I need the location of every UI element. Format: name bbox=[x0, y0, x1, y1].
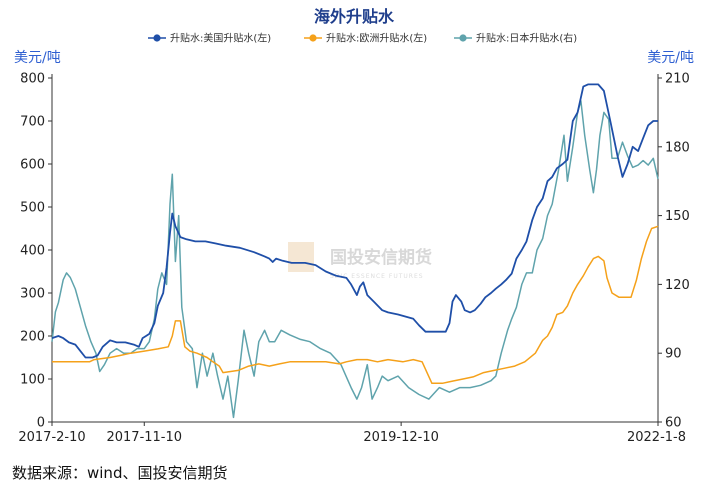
watermark: 国投安信期货 SDIC ESSENCE FUTURES bbox=[288, 242, 432, 280]
left-axis-unit: 美元/吨 bbox=[14, 50, 61, 66]
left-axis-tick-label: 700 bbox=[20, 115, 45, 130]
right-axis-tick-label: 120 bbox=[665, 278, 690, 293]
left-axis-tick-label: 0 bbox=[37, 416, 45, 431]
left-axis-tick-label: 800 bbox=[20, 72, 45, 87]
right-axis-unit: 美元/吨 bbox=[647, 50, 694, 66]
left-axis-tick-label: 500 bbox=[20, 201, 45, 216]
axes: 0 100 200 300 400 500 600 700 800 60 90 120 150 180 21… bbox=[18, 72, 689, 446]
left-axis-tick-label: 600 bbox=[20, 158, 45, 173]
right-axis-tick-label: 210 bbox=[665, 72, 690, 87]
right-axis-tick-label: 150 bbox=[665, 209, 690, 224]
legend-label-us: 升贴水:美国升贴水(左) bbox=[170, 32, 271, 45]
x-axis-tick-label: 2019-12-10 bbox=[363, 430, 439, 445]
left-axis-tick-label: 400 bbox=[20, 244, 45, 259]
legend-label-jp: 升贴水:日本升贴水(右) bbox=[476, 32, 577, 45]
watermark-subtext: SDIC ESSENCE FUTURES bbox=[330, 273, 424, 280]
watermark-text: 国投安信期货 bbox=[330, 247, 432, 268]
series-line-eu bbox=[52, 225, 659, 385]
x-axis-tick-label: 2017-11-10 bbox=[106, 430, 182, 445]
left-axis-tick-label: 100 bbox=[20, 373, 45, 388]
legend-swatch-marker-us bbox=[153, 34, 161, 42]
right-axis-tick-label: 90 bbox=[665, 347, 682, 362]
x-axis-tick-label: 2022-1-8 bbox=[627, 430, 686, 445]
right-axis-tick-label: 180 bbox=[665, 140, 690, 155]
watermark-logo bbox=[288, 242, 314, 272]
source-note: 数据来源：wind、国投安信期货 bbox=[12, 464, 228, 482]
series-layer bbox=[51, 83, 659, 419]
x-axis-tick-label: 2017-2-10 bbox=[18, 430, 85, 445]
series-line-us bbox=[51, 83, 658, 359]
legend-label-eu: 升贴水:欧洲升贴水(左) bbox=[326, 32, 427, 45]
legend: 升贴水:美国升贴水(左) 升贴水:欧洲升贴水(左) 升贴水:日本升贴水(右) bbox=[148, 32, 577, 45]
left-axis-tick-label: 300 bbox=[20, 287, 45, 302]
legend-swatch-marker-eu bbox=[309, 34, 317, 42]
left-axis-tick-label: 200 bbox=[20, 330, 45, 345]
right-axis-tick-label: 60 bbox=[665, 416, 682, 431]
chart-title: 海外升贴水 bbox=[314, 7, 395, 26]
legend-swatch-marker-jp bbox=[459, 34, 467, 42]
